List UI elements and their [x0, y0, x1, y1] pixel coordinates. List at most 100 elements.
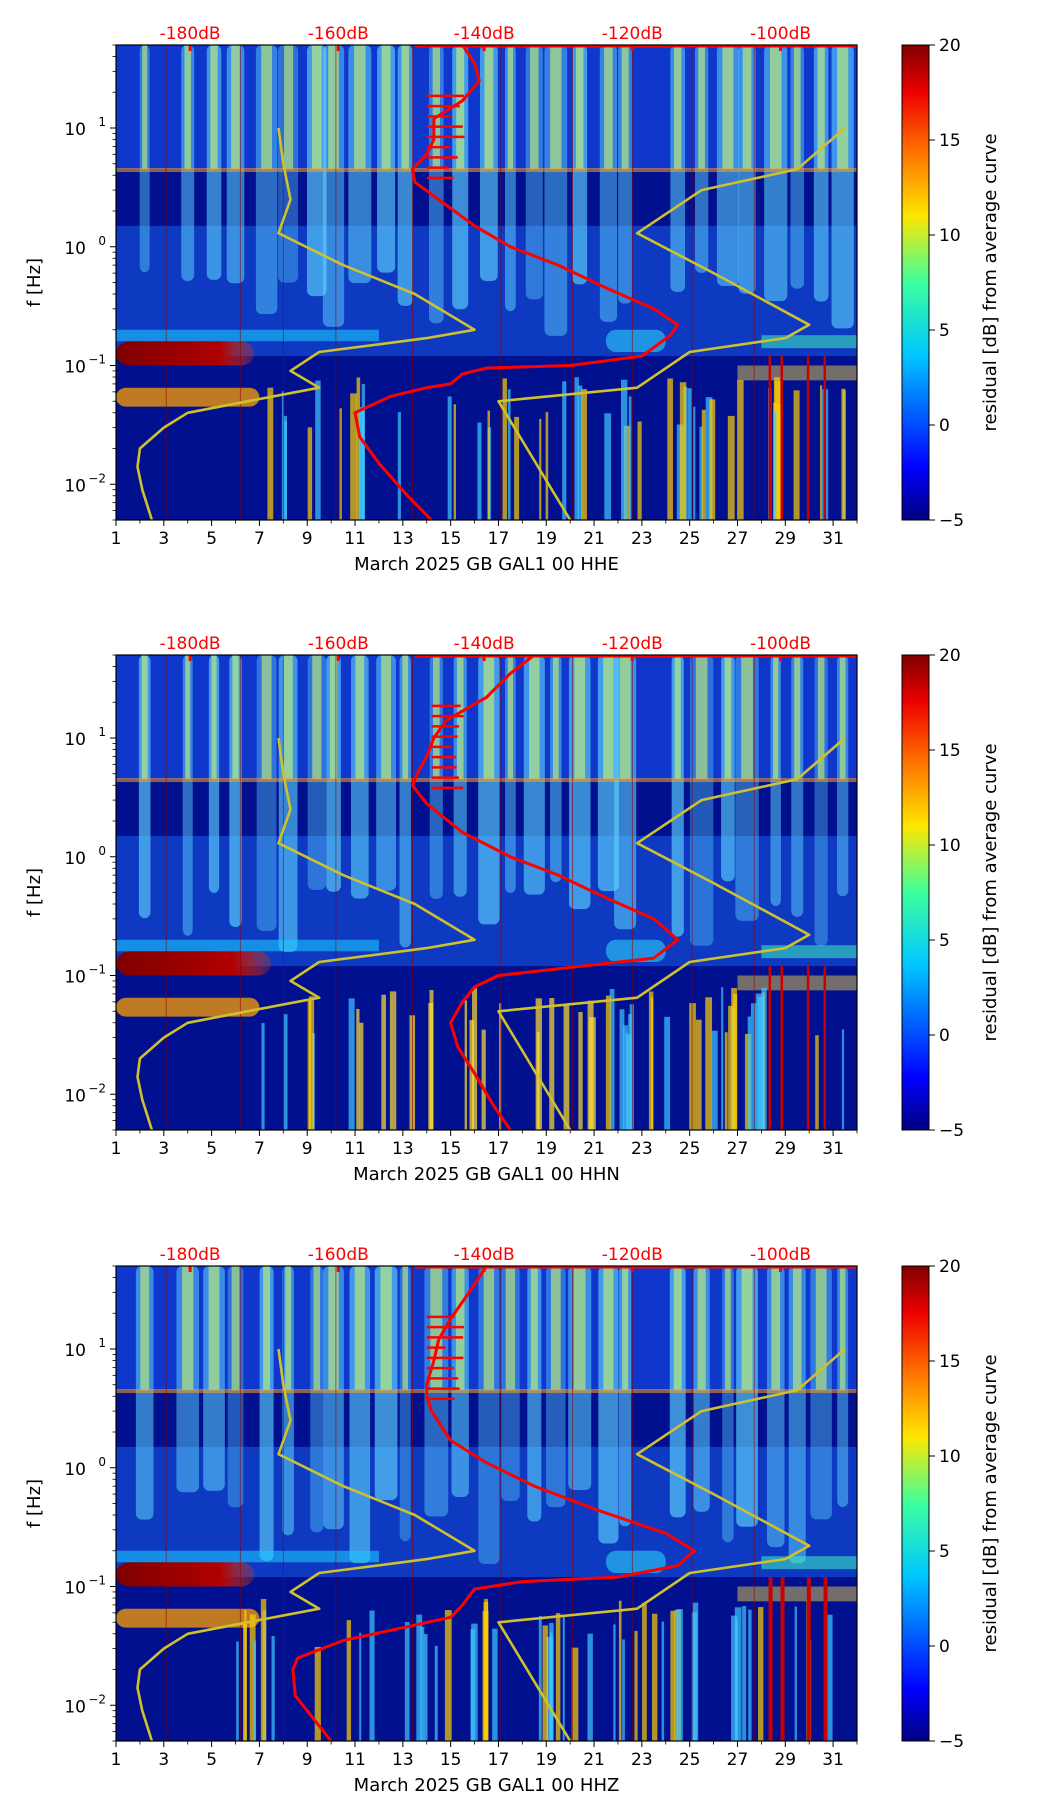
- colorbar-tick-label: 10: [939, 836, 961, 856]
- heatmap-patch: [761, 945, 857, 959]
- y-tick-label: 10: [64, 476, 86, 496]
- heatmap-spike: [423, 1634, 428, 1741]
- heatmap-spike: [555, 1613, 561, 1741]
- heatmap-band-4hz: [116, 778, 857, 783]
- heatmap-spike: [356, 377, 361, 520]
- heatmap-spike: [350, 393, 358, 520]
- heatmap-spike: [734, 1607, 742, 1741]
- x-tick-label: 23: [631, 1750, 653, 1770]
- heatmap-streak-core: [530, 1266, 538, 1391]
- colorbar-gradient: [901, 1265, 930, 1742]
- heatmap-streak-core: [741, 655, 753, 780]
- heatmap-microseism-halo: [116, 939, 379, 952]
- heatmap-streak-core: [381, 45, 391, 170]
- heatmap-streak-core: [817, 45, 825, 170]
- y-tick-exponent: −1: [88, 963, 106, 977]
- heatmap-spike: [538, 1615, 542, 1741]
- x-tick-label: 31: [822, 1750, 844, 1770]
- x-tick-label: 19: [535, 1750, 557, 1770]
- heatmap-spike: [358, 410, 365, 520]
- y-tick-exponent: −1: [88, 353, 106, 367]
- heatmap-spike: [628, 1014, 633, 1130]
- heatmap-spike: [691, 1612, 698, 1741]
- heatmap-spike: [447, 396, 452, 520]
- model-curve-line: [497, 127, 846, 520]
- heatmap-spike: [339, 408, 342, 520]
- x-tick-label: 31: [822, 529, 844, 549]
- y-tick-label: 10: [64, 1341, 86, 1361]
- heatmap-spike: [637, 421, 642, 520]
- colorbar-tick-label: −5: [939, 511, 964, 531]
- y-tick-label: 10: [64, 1460, 86, 1480]
- colorbar: −5 0 5 10 15 20 residual [dB] from average cur…: [901, 646, 1001, 1141]
- heatmap-spike: [507, 389, 511, 520]
- heatmap-spike: [841, 1029, 845, 1130]
- heatmap-microseism-band: [116, 341, 255, 366]
- db-scale-label: -160dB: [308, 634, 369, 654]
- heatmap-streak-core: [312, 655, 322, 780]
- heatmap-spike: [687, 388, 692, 520]
- heatmap-spike: [369, 1610, 375, 1741]
- x-tick-label: 29: [774, 1139, 796, 1159]
- colorbar-label: residual [dB] from average curve: [980, 743, 1001, 1041]
- x-tick-label: 9: [302, 1750, 313, 1770]
- y-axis-label: f [Hz]: [24, 1479, 45, 1528]
- heatmap-spike: [758, 1607, 764, 1741]
- heatmap-spike: [499, 1003, 502, 1130]
- heatmap-streak-core: [140, 1266, 150, 1391]
- heatmap-hot-spike: [780, 1577, 785, 1741]
- colorbar-tick-label: 10: [939, 1447, 961, 1467]
- heatmap-streak-core: [261, 655, 272, 780]
- heatmap-spike: [613, 1624, 616, 1741]
- heatmap-spike: [651, 997, 654, 1130]
- heatmap-spike: [695, 1019, 702, 1130]
- x-tick-label: 27: [727, 529, 749, 549]
- heatmap-spike: [620, 379, 628, 520]
- y-tick-exponent: 1: [98, 115, 106, 129]
- heatmap-spike: [642, 1602, 647, 1741]
- heatmap-streak-core: [574, 655, 586, 780]
- x-tick-label: 17: [488, 1139, 510, 1159]
- heatmap-spike: [587, 1633, 593, 1741]
- colorbar-gradient: [901, 44, 930, 521]
- heatmap-streak-core: [837, 45, 849, 170]
- heatmap-spike: [693, 406, 696, 520]
- heatmap-streak-core: [674, 655, 681, 780]
- heatmap-streak-core: [725, 1266, 731, 1391]
- heatmap-microseism-band: [116, 1562, 255, 1587]
- heatmap-streak-core: [141, 655, 148, 780]
- colorbar-tick-label: 15: [939, 741, 961, 761]
- heatmap-spike: [236, 1641, 239, 1741]
- heatmap-patch: [761, 335, 857, 349]
- heatmap-spike: [416, 1614, 423, 1741]
- heatmap-patch: [761, 1556, 857, 1570]
- heatmap-streak-core: [817, 655, 825, 780]
- heatmap-patch: [606, 939, 666, 962]
- model-curve-line: [136, 737, 476, 1130]
- colorbar-tick-label: 5: [939, 1542, 950, 1562]
- y-tick-label: 10: [64, 968, 86, 988]
- heatmap-hot-spike: [768, 966, 772, 1130]
- y-tick-label: 10: [64, 239, 86, 259]
- x-tick-label: 25: [679, 529, 701, 549]
- heatmap-spike: [676, 1609, 683, 1741]
- heatmap-spike: [514, 416, 520, 520]
- heatmap-streak-core: [771, 1266, 781, 1391]
- heatmap-microseism-band: [116, 951, 272, 976]
- y-tick-exponent: 0: [98, 1455, 106, 1469]
- heatmap-streak-core: [483, 1266, 495, 1391]
- heatmap-streak-core: [231, 45, 240, 170]
- x-tick-label: 9: [302, 529, 313, 549]
- model-curve-line: [136, 1348, 476, 1741]
- heatmap-spike: [253, 1640, 257, 1741]
- heatmap-hot-spike: [768, 356, 772, 520]
- heatmap-streak-core: [484, 45, 494, 170]
- heatmap-spike: [356, 1008, 360, 1130]
- heatmap-spike: [404, 1622, 410, 1741]
- heatmap-streak-core: [208, 1266, 220, 1391]
- colorbar-gradient: [901, 654, 930, 1131]
- heatmap-streak-core: [792, 1266, 802, 1391]
- colorbar-label: residual [dB] from average curve: [980, 1354, 1001, 1652]
- heatmap-spike: [571, 1647, 579, 1741]
- db-scale-label: -120dB: [602, 1245, 663, 1265]
